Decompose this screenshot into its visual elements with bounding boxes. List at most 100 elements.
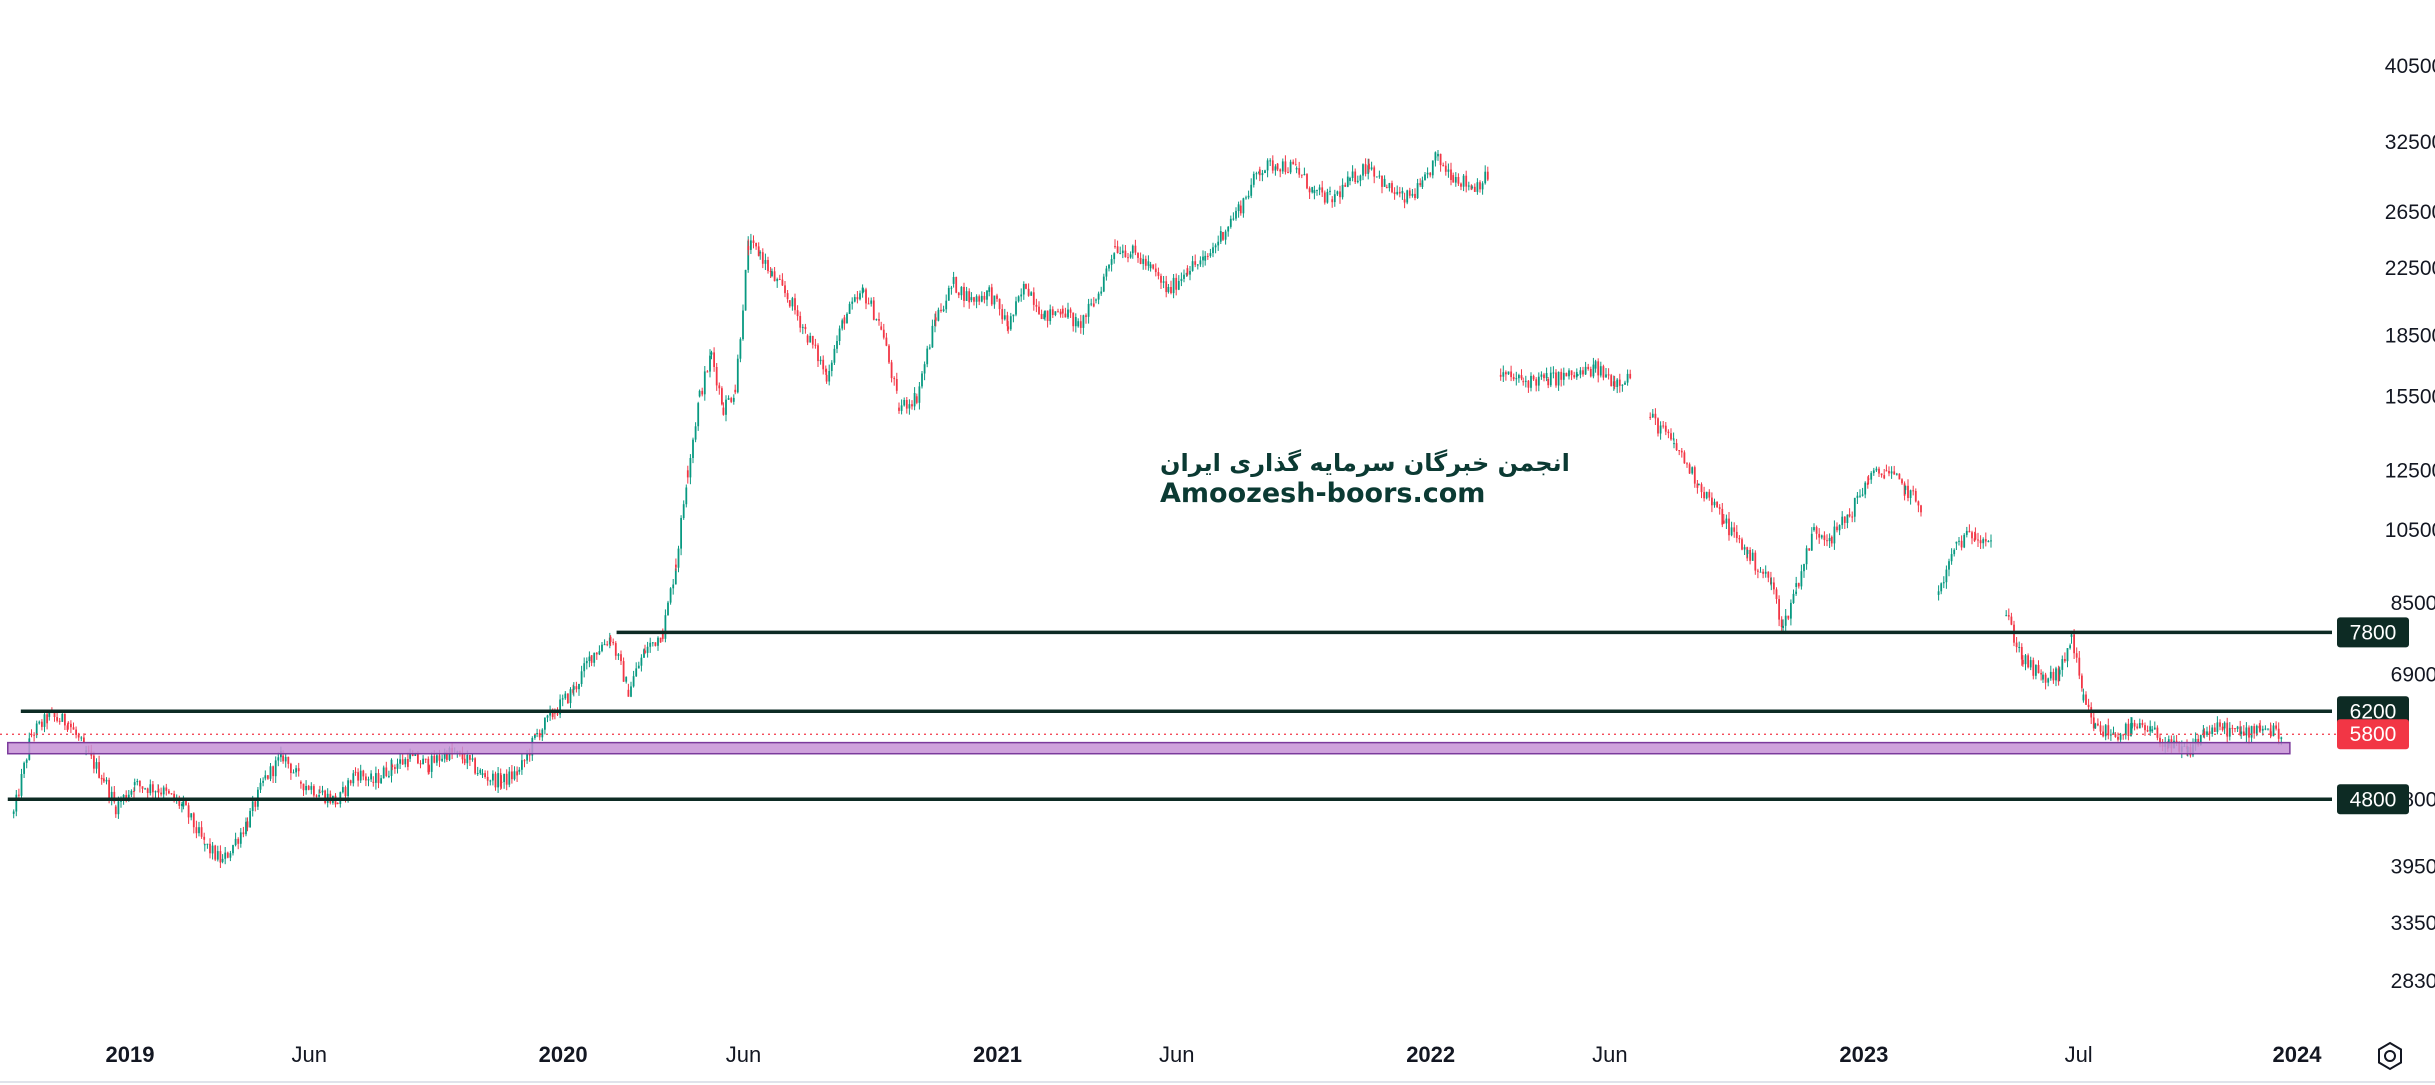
candle-body: [35, 723, 38, 736]
candle-body: [1295, 168, 1298, 170]
candle-body: [357, 772, 359, 781]
candle-body: [1426, 172, 1429, 175]
candle-body: [1784, 615, 1787, 626]
candle-body: [1289, 161, 1292, 173]
candle-body: [2035, 665, 2037, 676]
candle-body: [2146, 730, 2149, 732]
candle-body: [830, 362, 833, 371]
candle-body: [1576, 374, 1579, 376]
candle-body: [627, 689, 630, 697]
candle-body: [324, 790, 326, 803]
candle-body: [1252, 173, 1255, 185]
candle-body: [1124, 250, 1127, 258]
candle-body: [1552, 372, 1555, 374]
candle-body: [2042, 674, 2044, 680]
candle-body: [973, 297, 975, 302]
candle-body: [1510, 371, 1512, 378]
time-tick-label: Jun: [726, 1042, 761, 1067]
candle-body: [523, 760, 526, 762]
candle-body: [817, 345, 819, 362]
level-tag-7800: [2337, 617, 2409, 648]
candle-body: [481, 773, 484, 776]
candle-body: [1502, 372, 1505, 377]
candle-body: [382, 767, 385, 779]
candle-body: [1872, 470, 1875, 474]
candle-body: [1973, 538, 1976, 542]
candle-body: [788, 300, 791, 307]
candle-body: [1917, 501, 1920, 506]
candle-body: [1393, 192, 1396, 194]
candle-body: [1165, 281, 1168, 293]
candle-body: [963, 286, 965, 301]
candle-body: [484, 773, 486, 777]
candle-body: [1965, 530, 1968, 535]
candle-body: [95, 762, 98, 769]
candle-body: [1069, 309, 1072, 313]
candle-body: [1738, 538, 1741, 540]
candle-body: [221, 858, 224, 862]
candle-body: [672, 584, 675, 589]
candle-body: [872, 300, 875, 320]
candle-body: [1017, 296, 1020, 302]
candle-body: [1592, 364, 1595, 377]
candle-body: [53, 712, 56, 717]
candle-body: [1462, 175, 1465, 187]
settings-gear-icon[interactable]: [2374, 1040, 2406, 1072]
candle-body: [556, 713, 559, 715]
candle-body: [2203, 731, 2206, 735]
candle-body: [888, 345, 890, 363]
candle-body: [1235, 210, 1237, 219]
candle-body: [1833, 526, 1836, 544]
candle-body: [315, 795, 318, 797]
candle-body: [692, 439, 694, 458]
candle-body: [685, 487, 688, 505]
candle-body: [1629, 373, 1632, 379]
candle-body: [1584, 366, 1587, 375]
candle-body: [347, 780, 349, 796]
candle-body: [2131, 722, 2133, 729]
candle-body: [1367, 165, 1370, 174]
candle-body: [516, 771, 518, 776]
candle-body: [980, 295, 983, 302]
candle-body: [1450, 169, 1452, 180]
candle-body: [1421, 180, 1424, 187]
candle-body: [1773, 582, 1775, 590]
candle-body: [601, 644, 603, 652]
candle-body: [757, 246, 760, 256]
candle-body: [133, 790, 135, 792]
time-axis[interactable]: 2019 Jun 2020 Jun 2021 Jun 2022 Jun 2023 Jul 2024: [106, 1042, 2323, 1067]
candle-body: [1391, 183, 1393, 193]
candle-body: [1255, 173, 1258, 175]
candle-body: [1912, 490, 1915, 492]
candle-body: [781, 279, 784, 286]
candle-body: [819, 359, 822, 362]
candle-body: [1336, 191, 1339, 195]
candle-body: [1664, 425, 1667, 432]
candle-body: [2264, 728, 2267, 730]
candle-body: [865, 289, 867, 304]
candle-body: [41, 721, 43, 727]
support-zone[interactable]: [7, 741, 2291, 755]
candle-body: [200, 827, 203, 837]
candle-body: [67, 722, 70, 724]
candle-body: [262, 780, 264, 783]
candle-body: [1108, 264, 1110, 269]
candle-body: [365, 776, 367, 781]
candle-body: [1114, 246, 1116, 248]
candle-body: [1659, 425, 1662, 434]
candle-body: [2223, 722, 2226, 729]
candle-body: [1522, 381, 1525, 383]
candle-body: [786, 293, 789, 300]
candle-body: [508, 771, 511, 785]
candle-body: [1562, 372, 1565, 380]
candle-body: [1160, 275, 1162, 283]
candle-body: [664, 615, 667, 639]
candle-body: [713, 352, 715, 367]
candle-body: [1597, 361, 1600, 376]
candle-body: [1303, 174, 1306, 176]
candle-body: [1097, 293, 1100, 300]
price-axis[interactable]: 40500 32500 26500 22500 18500 15500 12500 10500…: [2337, 55, 2435, 993]
candle-body: [1971, 532, 1973, 539]
candle-body: [1864, 482, 1867, 495]
